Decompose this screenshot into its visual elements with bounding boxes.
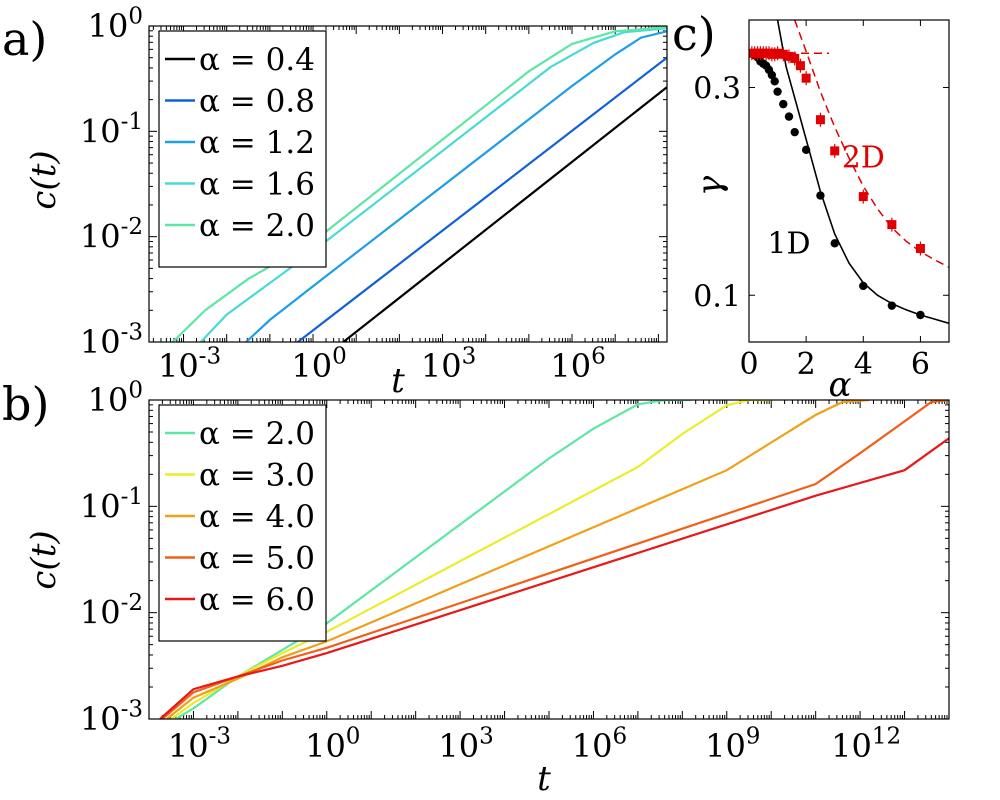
y-tick-label: 100 [88, 378, 143, 419]
series-line-1 [175, 400, 692, 719]
chart-b: 10-3 100 103 106 109 1012 10-3 10-2 10-1 100 α = 2… [24, 378, 950, 799]
legend-box [158, 404, 327, 642]
series-line-4 [200, 27, 667, 342]
y-tick-label: 10-3 [80, 320, 143, 361]
x-axis-label: t [391, 361, 405, 401]
legend-entry-4: α = 1.6 [199, 167, 315, 203]
x-tick-label: 10-3 [168, 724, 231, 765]
series-line-2 [170, 400, 772, 719]
point-1d [916, 310, 925, 320]
point-2d [915, 244, 925, 254]
y-axis-label: c(t) [24, 530, 64, 589]
y-tick-label: 10-2 [80, 590, 143, 631]
point-1d [801, 145, 811, 155]
series-group [171, 26, 667, 342]
axis-ticks [748, 20, 949, 342]
x-tick-label: 100 [291, 344, 346, 385]
annotation-2d: 2D [842, 140, 885, 175]
series-group [749, 20, 949, 325]
y-tick-label: 10-2 [80, 214, 143, 255]
point-1d [767, 70, 777, 80]
legend-entry-3: α = 1.2 [199, 125, 315, 161]
point-1d [779, 99, 788, 109]
point-1d [770, 77, 779, 86]
x-tick-label: 4 [854, 347, 873, 382]
panel-label-b: b) [2, 377, 49, 431]
series-line-3 [245, 30, 667, 342]
x-tick-label: 2 [797, 347, 816, 382]
y-tick-label: 10-3 [80, 697, 143, 738]
point-2d [815, 115, 825, 125]
legend-entry-5: α = 2.0 [199, 208, 315, 244]
y-axis-label: γ [690, 175, 730, 196]
series-group [159, 400, 949, 719]
fit-line-2d [793, 20, 949, 268]
point-1d [773, 87, 782, 96]
chart-c: 0 2 4 6 0.1 0.3 1D 2D α γ [690, 19, 950, 405]
point-2d [801, 73, 811, 83]
series-line-1 [342, 86, 667, 342]
point-1d [887, 301, 897, 310]
point-2d [784, 51, 794, 61]
legend: α = 2.0 α = 3.0 α = 4.0 α = 5.0 α = 6.0 [158, 404, 327, 642]
y-tick-label: 100 [88, 4, 143, 45]
x-tick-label: 6 [911, 347, 930, 382]
point-1d [790, 127, 799, 137]
series-line-4 [161, 400, 949, 719]
point-2d [778, 49, 788, 59]
legend-entry-4: α = 5.0 [199, 541, 315, 577]
panel-label-c: c) [672, 7, 716, 61]
x-tick-label: 109 [705, 724, 760, 765]
x-tick-label: 100 [305, 724, 360, 765]
y-axis-label: c(t) [24, 150, 64, 209]
y-tick-label: 10-1 [80, 484, 143, 525]
point-2d [790, 53, 800, 63]
x-tick-label: 103 [438, 724, 493, 765]
legend-entry-1: α = 2.0 [199, 416, 315, 452]
x-tick-label: 1012 [831, 724, 901, 765]
x-axis-label: α [829, 365, 852, 405]
annotation-1d: 1D [767, 227, 810, 262]
x-tick-label: 10-3 [158, 344, 221, 385]
legend: α = 0.4 α = 0.8 α = 1.2 α = 1.6 α = 2.0 [158, 30, 327, 268]
x-tick-label: 0 [739, 347, 758, 382]
point-2d [795, 61, 805, 71]
point-1d [816, 191, 825, 200]
panel-label-a: a) [2, 12, 47, 66]
x-axis-label: t [537, 759, 551, 799]
legend-box [158, 30, 327, 268]
legend-entry-5: α = 6.0 [199, 582, 315, 618]
axes-frame [748, 19, 950, 343]
point-1d [859, 281, 868, 291]
axes-frame [148, 399, 950, 720]
point-1d [784, 112, 794, 121]
legend-entry-2: α = 3.0 [199, 458, 315, 494]
legend-entry-2: α = 0.8 [199, 84, 315, 120]
series-line-2 [297, 56, 667, 342]
y-tick-label: 10-1 [80, 109, 143, 150]
y-tick-label: 0.1 [693, 279, 741, 314]
x-tick-label: 106 [572, 724, 627, 765]
x-tick-label: 103 [421, 344, 476, 385]
point-2d [773, 48, 783, 58]
x-tick-label: 106 [550, 344, 605, 385]
series-line-3 [166, 400, 870, 719]
series-line-5 [171, 26, 667, 342]
legend-entry-3: α = 4.0 [199, 499, 315, 535]
axis-ticks [148, 399, 950, 720]
legend-entry-1: α = 0.4 [199, 42, 315, 78]
point-2d [858, 192, 868, 202]
point-1d [830, 239, 839, 248]
point-2d [830, 146, 840, 156]
series-line-5 [159, 437, 949, 719]
point-2d [887, 220, 897, 230]
axes-frame [148, 25, 668, 343]
y-tick-label: 0.3 [693, 72, 741, 107]
